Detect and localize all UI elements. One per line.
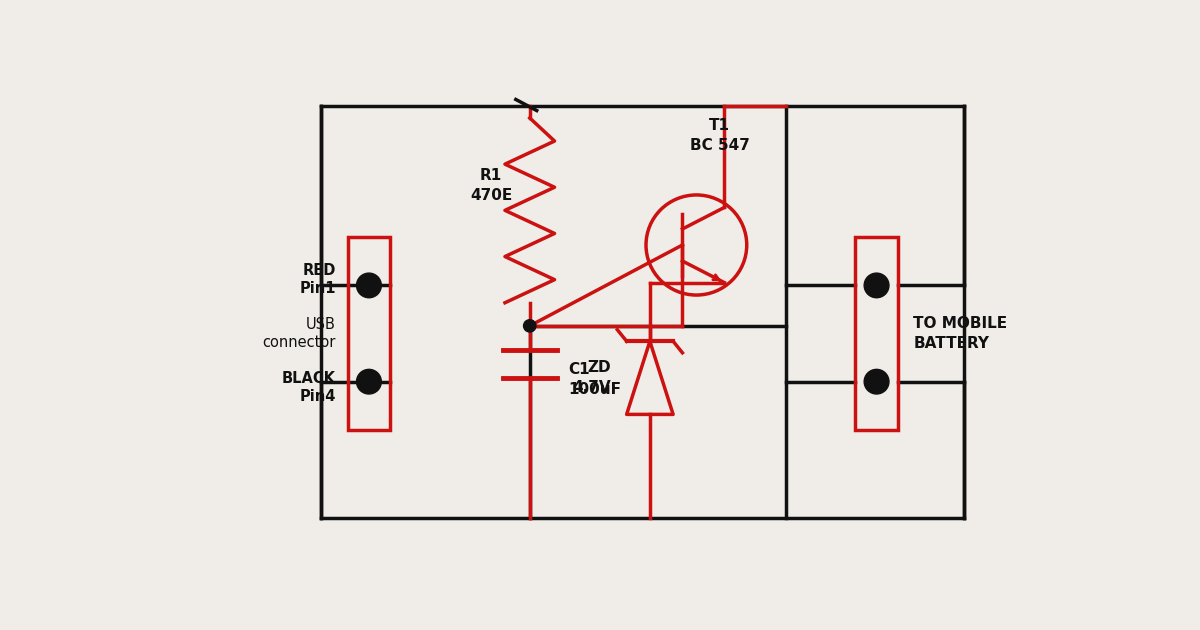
Circle shape bbox=[864, 273, 889, 298]
Text: TO MOBILE
BATTERY: TO MOBILE BATTERY bbox=[913, 316, 1008, 351]
Text: USB
connector: USB connector bbox=[263, 317, 336, 350]
Text: RED
Pin1: RED Pin1 bbox=[300, 263, 336, 297]
Circle shape bbox=[356, 273, 382, 298]
Text: C1
100uF: C1 100uF bbox=[569, 362, 622, 397]
Text: R1
470E: R1 470E bbox=[470, 168, 512, 203]
Circle shape bbox=[356, 369, 382, 394]
Circle shape bbox=[864, 369, 889, 394]
Text: ZD
4.7V: ZD 4.7V bbox=[572, 360, 611, 395]
Circle shape bbox=[523, 319, 536, 332]
Text: BLACK
Pin4: BLACK Pin4 bbox=[282, 370, 336, 404]
Text: T1
BC 547: T1 BC 547 bbox=[690, 118, 750, 152]
